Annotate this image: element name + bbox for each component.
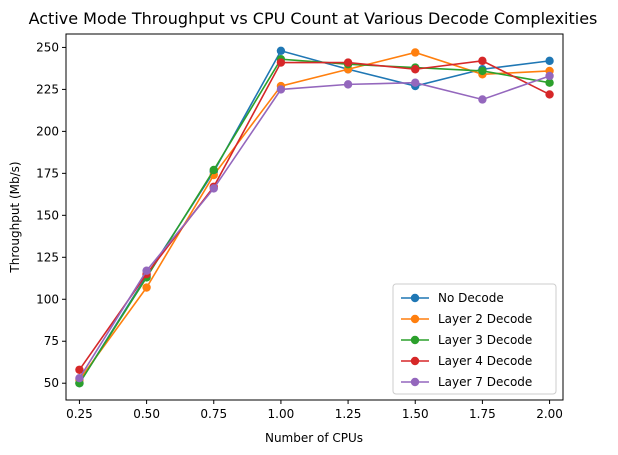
data-point [545,71,554,81]
data-point [478,95,487,104]
data-point [411,78,420,87]
x-tick-label: 1.00 [268,407,295,421]
data-point [276,46,286,55]
y-tick-label: 125 [36,250,59,264]
legend-marker [410,335,420,345]
x-tick-label: 0.50 [133,407,160,421]
x-tick-label: 1.25 [335,407,362,421]
legend-marker [410,377,420,387]
x-tick-label: 1.75 [469,407,496,421]
x-tick-label: 1.50 [402,407,429,421]
x-tick-label: 0.25 [66,407,93,421]
data-point [411,65,420,74]
data-point [545,90,554,99]
data-point [75,365,84,374]
legend-marker [410,314,420,324]
plot-area [65,33,564,401]
series-line [78,60,550,371]
legend-marker [410,293,420,303]
y-axis: 50 75 100 125 150 175 200 225 250 [36,40,66,390]
data-point [478,66,487,76]
x-tick-label: 0.75 [200,407,227,421]
legend-label: Layer 3 Decode [438,333,532,347]
y-tick-label: 250 [36,40,59,54]
y-tick-label: 200 [36,124,59,138]
data-point [142,283,151,292]
y-tick-label: 75 [44,334,59,348]
legend-frame [392,283,557,395]
data-point [276,85,286,94]
series-line [78,75,550,379]
data-point [343,80,353,89]
x-tick-label: 2.00 [536,407,563,421]
y-tick-label: 50 [44,376,59,390]
plot-frame [65,33,564,401]
x-axis: 0.25 0.50 0.75 1.00 1.25 1.50 1.75 2.00 [66,400,563,421]
y-tick-label: 150 [36,208,59,222]
data-point [545,56,554,66]
y-tick-label: 100 [36,292,59,306]
series-layer [75,46,554,388]
data-point [411,48,420,57]
legend-label: Layer 4 Decode [438,354,532,368]
chart-title: Active Mode Throughput vs CPU Count at V… [29,9,598,28]
y-axis-label: Throughput (Mb/s) [8,161,22,273]
data-point [276,58,286,67]
data-point [75,373,84,383]
y-tick-label: 225 [36,82,59,96]
legend-label: Layer 7 Decode [438,375,532,389]
legend-label: No Decode [438,291,504,305]
y-tick-label: 175 [36,166,59,180]
x-axis-label: Number of CPUs [265,431,363,445]
data-point [478,56,487,66]
data-point [545,78,554,87]
data-point [343,58,353,67]
data-point [209,184,218,193]
legend-marker [410,356,420,366]
legend-label: Layer 2 Decode [438,312,532,326]
data-point [142,266,151,275]
legend: No Decode Layer 2 Decode Layer 3 Decode Lay… [392,283,557,395]
data-point [209,165,218,175]
